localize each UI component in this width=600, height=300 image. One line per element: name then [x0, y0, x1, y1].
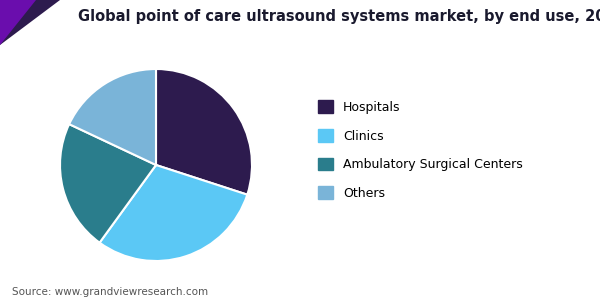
Polygon shape [0, 0, 36, 45]
Wedge shape [100, 165, 247, 261]
Text: Source: www.grandviewresearch.com: Source: www.grandviewresearch.com [12, 287, 208, 297]
Wedge shape [156, 69, 252, 195]
Text: Global point of care ultrasound systems market, by end use, 2018 (%): Global point of care ultrasound systems … [78, 9, 600, 24]
Legend: Hospitals, Clinics, Ambulatory Surgical Centers, Others: Hospitals, Clinics, Ambulatory Surgical … [318, 100, 523, 200]
Wedge shape [60, 124, 156, 243]
Wedge shape [69, 69, 156, 165]
Polygon shape [0, 0, 60, 45]
